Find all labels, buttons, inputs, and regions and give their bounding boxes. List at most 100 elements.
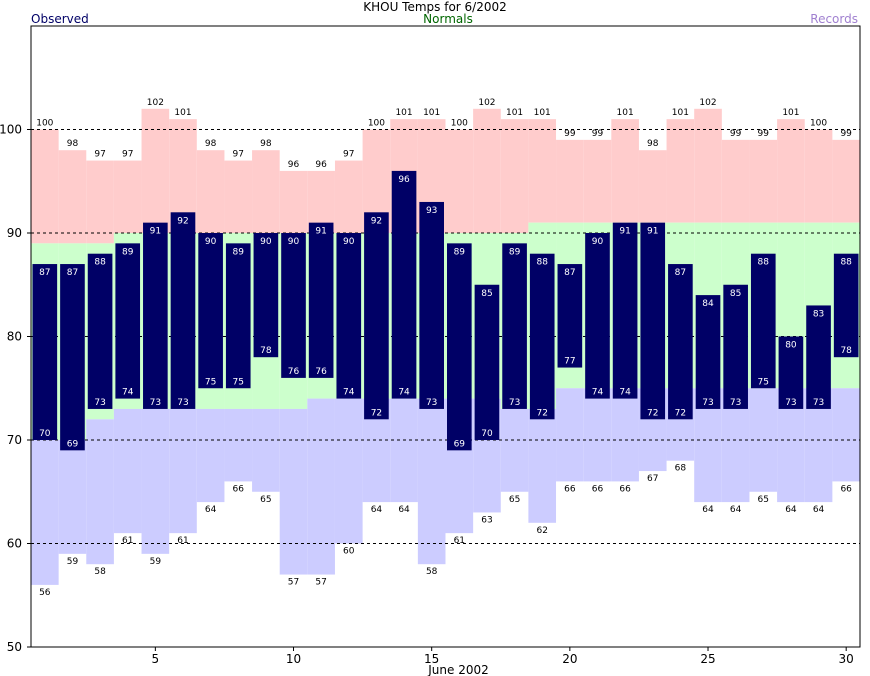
record-low-label: 68 bbox=[675, 464, 687, 474]
observed-high-label: 92 bbox=[177, 216, 188, 226]
observed-bar bbox=[87, 253, 113, 409]
observed-high-label: 90 bbox=[205, 237, 217, 247]
record-low-label: 59 bbox=[150, 557, 162, 567]
observed-low-label: 77 bbox=[564, 357, 575, 367]
record-low-band bbox=[583, 388, 612, 482]
observed-high-label: 89 bbox=[454, 247, 466, 257]
record-low-label: 64 bbox=[371, 505, 383, 515]
record-high-label: 99 bbox=[564, 129, 576, 139]
record-high-band bbox=[279, 170, 308, 233]
axis-ticks: 50 60 70 80 90 100 5 10 15 20 25 30 bbox=[0, 123, 854, 667]
record-high-label: 100 bbox=[451, 119, 468, 129]
observed-bar bbox=[557, 264, 583, 368]
y-tick-label: 60 bbox=[7, 537, 22, 551]
chart-title: KHOU Temps for 6/2002 bbox=[363, 0, 507, 14]
record-high-band bbox=[804, 129, 833, 223]
observed-bar bbox=[281, 233, 306, 378]
record-low-label: 66 bbox=[592, 484, 604, 494]
record-high-label: 99 bbox=[730, 129, 742, 139]
value-labels: 87 70 100 56 87 69 98 59 88 73 97 58 89 74 97 61 91 73 102… bbox=[36, 98, 852, 598]
observed-high-label: 89 bbox=[509, 247, 521, 257]
x-tick-label: 20 bbox=[562, 652, 577, 666]
record-high-label: 96 bbox=[288, 160, 300, 170]
record-low-label: 64 bbox=[813, 505, 825, 515]
observed-bar bbox=[529, 253, 555, 420]
observed-low-label: 75 bbox=[233, 377, 244, 387]
record-high-band bbox=[252, 150, 280, 233]
record-high-band bbox=[31, 129, 59, 244]
record-high-band bbox=[196, 150, 225, 233]
observed-low-label: 72 bbox=[536, 408, 547, 418]
record-high-label: 101 bbox=[534, 108, 551, 118]
observed-low-label: 74 bbox=[398, 388, 410, 398]
record-low-band bbox=[224, 408, 253, 482]
x-tick-label: 15 bbox=[424, 652, 439, 666]
observed-high-label: 87 bbox=[39, 268, 50, 278]
record-high-label: 102 bbox=[699, 98, 716, 108]
observed-bar bbox=[750, 253, 776, 389]
observed-low-label: 73 bbox=[785, 398, 796, 408]
legend-observed: Observed bbox=[31, 12, 89, 26]
record-high-label: 100 bbox=[36, 119, 53, 129]
x-tick-label: 10 bbox=[286, 652, 301, 666]
record-high-band bbox=[556, 139, 584, 223]
record-high-label: 101 bbox=[672, 108, 689, 118]
record-high-label: 99 bbox=[840, 129, 852, 139]
record-low-label: 64 bbox=[785, 505, 797, 515]
record-low-band bbox=[556, 388, 584, 482]
record-low-label: 61 bbox=[177, 536, 188, 546]
record-high-label: 101 bbox=[395, 108, 412, 118]
observed-high-label: 80 bbox=[785, 341, 797, 351]
record-high-label: 97 bbox=[122, 150, 133, 160]
x-axis-label: June 2002 bbox=[427, 663, 489, 676]
record-high-band bbox=[638, 150, 667, 223]
observed-low-label: 73 bbox=[150, 398, 161, 408]
observed-low-label: 73 bbox=[94, 398, 105, 408]
grid-lines bbox=[31, 129, 860, 544]
record-high-label: 102 bbox=[147, 98, 164, 108]
record-low-label: 62 bbox=[536, 526, 547, 536]
record-high-label: 101 bbox=[617, 108, 634, 118]
record-low-label: 66 bbox=[619, 484, 631, 494]
observed-bar bbox=[32, 264, 58, 440]
record-low-label: 65 bbox=[260, 495, 271, 505]
observed-low-label: 73 bbox=[509, 398, 520, 408]
observed-low-label: 74 bbox=[592, 388, 604, 398]
record-low-band bbox=[31, 440, 59, 585]
record-low-label: 57 bbox=[288, 578, 299, 588]
observed-high-label: 88 bbox=[536, 258, 548, 268]
observed-bar bbox=[723, 284, 748, 409]
observed-bar bbox=[198, 233, 223, 389]
record-low-label: 57 bbox=[315, 578, 326, 588]
record-low-label: 65 bbox=[509, 495, 520, 505]
y-tick-label: 100 bbox=[0, 123, 22, 137]
observed-low-label: 72 bbox=[647, 408, 658, 418]
record-low-band bbox=[86, 419, 114, 565]
observed-bar bbox=[336, 233, 362, 399]
observed-high-label: 93 bbox=[426, 206, 437, 216]
observed-high-label: 92 bbox=[371, 216, 382, 226]
record-low-label: 63 bbox=[481, 515, 492, 525]
record-high-band bbox=[749, 139, 778, 223]
observed-bar bbox=[806, 305, 831, 409]
observed-low-label: 73 bbox=[702, 398, 713, 408]
observed-high-label: 91 bbox=[647, 227, 658, 237]
record-high-label: 102 bbox=[478, 98, 495, 108]
observed-low-label: 78 bbox=[840, 346, 852, 356]
observed-bar bbox=[308, 222, 334, 378]
record-low-label: 61 bbox=[122, 536, 133, 546]
record-low-band bbox=[169, 408, 197, 534]
record-high-label: 96 bbox=[315, 160, 327, 170]
y-tick-label: 70 bbox=[7, 433, 22, 447]
record-low-band bbox=[196, 408, 225, 503]
record-low-label: 59 bbox=[67, 557, 79, 567]
x-tick-label: 5 bbox=[152, 652, 160, 666]
record-low-band bbox=[528, 408, 557, 523]
record-high-label: 99 bbox=[592, 129, 604, 139]
record-high-label: 98 bbox=[260, 139, 272, 149]
observed-low-label: 76 bbox=[288, 367, 300, 377]
observed-high-label: 88 bbox=[94, 258, 106, 268]
observed-bar bbox=[502, 243, 527, 409]
record-high-label: 98 bbox=[205, 139, 217, 149]
